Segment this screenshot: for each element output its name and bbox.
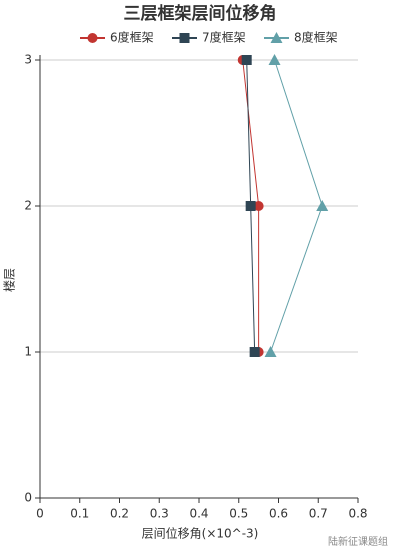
y-tick-label: 0 [24,491,32,505]
data-point [264,346,277,357]
legend-marker [270,32,283,43]
data-point [268,54,281,65]
x-tick-label: 0.1 [70,507,89,521]
y-tick-label: 1 [24,345,32,359]
x-tick-label: 0 [36,507,44,521]
x-axis-label: 层间位移角(×10^-3) [142,526,259,541]
x-tick-label: 0.7 [309,507,328,521]
x-tick-label: 0.8 [348,507,367,521]
legend-label: 7度框架 [202,30,246,45]
y-tick-label: 2 [24,199,32,213]
watermark: 陆新征课题组 [328,535,388,548]
data-point [241,55,252,65]
legend-marker [179,33,190,43]
x-tick-label: 0.4 [189,507,208,521]
legend-label: 8度框架 [294,30,338,45]
chart-title: 三层框架层间位移角 [124,3,277,24]
x-tick-label: 0.5 [229,507,248,521]
x-tick-label: 0.3 [150,507,169,521]
data-point [249,347,260,357]
data-point [316,200,329,211]
y-axis-label: 楼层 [2,268,17,292]
x-tick-label: 0.2 [110,507,129,521]
legend-label: 6度框架 [110,30,154,45]
legend-marker [87,33,98,43]
data-point [245,201,256,211]
data-point [253,201,264,211]
y-tick-label: 3 [24,53,32,67]
x-tick-label: 0.6 [269,507,288,521]
